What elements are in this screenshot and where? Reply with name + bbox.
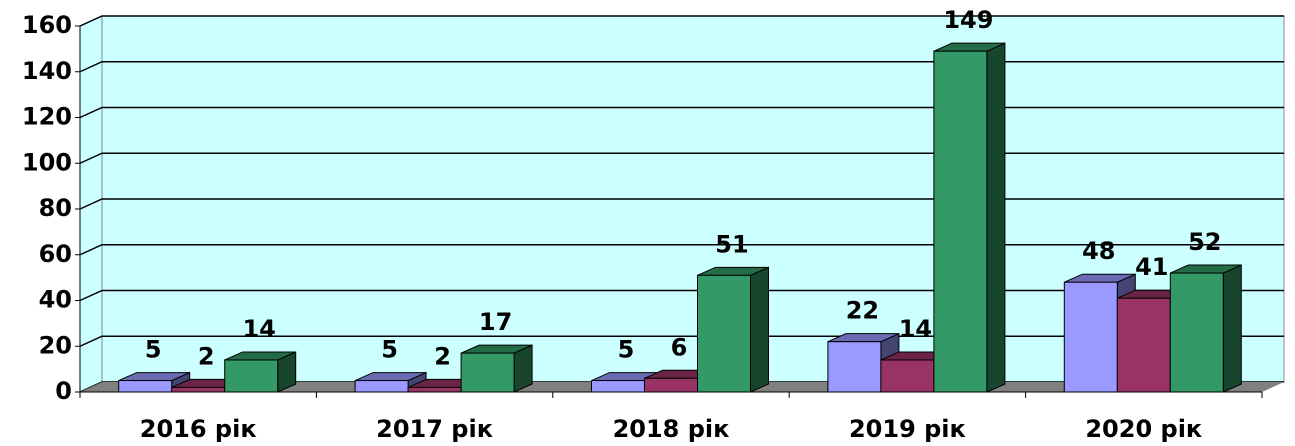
y-tick-label: 140 <box>22 57 72 85</box>
bar-side <box>1222 264 1242 393</box>
x-tick-label: 2019 рік <box>849 415 966 443</box>
bar <box>697 274 751 393</box>
value-label: 6 <box>671 333 688 361</box>
x-tick-label: 2020 рік <box>1085 415 1202 443</box>
bar <box>118 380 173 393</box>
bar <box>407 386 462 393</box>
bar-side <box>986 42 1006 393</box>
value-label: 5 <box>618 336 635 364</box>
y-tick-label: 20 <box>39 331 72 359</box>
value-label: 41 <box>1135 253 1168 281</box>
bar <box>644 377 698 393</box>
x-tick-label: 2018 рік <box>613 415 730 443</box>
y-tick-label: 160 <box>22 11 72 39</box>
grid-line <box>79 61 1284 73</box>
y-tick-label: 100 <box>22 148 72 176</box>
bar <box>1116 297 1171 393</box>
bar <box>224 359 279 393</box>
bar <box>933 50 988 393</box>
value-label: 51 <box>715 230 748 258</box>
y-tick-label: 60 <box>39 240 72 268</box>
x-tick-label: 2017 рік <box>376 415 493 443</box>
x-tick-label: 2016 рік <box>140 415 257 443</box>
value-label: 2 <box>198 342 215 370</box>
grid-line <box>79 244 1284 256</box>
grid-line <box>79 106 1284 119</box>
value-label: 5 <box>381 336 398 364</box>
bar-side <box>750 266 769 393</box>
grid-line <box>79 152 1284 164</box>
value-label: 52 <box>1188 228 1221 256</box>
value-label: 2 <box>434 342 451 370</box>
value-label: 14 <box>242 315 275 343</box>
bar <box>880 359 935 393</box>
bar <box>171 386 226 393</box>
value-label: 22 <box>846 297 879 325</box>
bar <box>591 380 645 393</box>
grid-line <box>79 15 1284 27</box>
bar <box>827 341 882 393</box>
value-label: 48 <box>1082 237 1115 265</box>
y-tick-label: 120 <box>22 103 72 131</box>
value-label: 17 <box>479 308 512 336</box>
value-label: 149 <box>943 6 993 34</box>
y-tick-label: 0 <box>55 377 72 405</box>
grid-line <box>79 289 1284 302</box>
bar <box>1063 281 1118 393</box>
y-tick-label: 40 <box>39 286 72 314</box>
grid-line <box>79 198 1284 210</box>
bar <box>1169 272 1224 393</box>
bar <box>354 380 409 393</box>
value-label: 5 <box>145 336 162 364</box>
y-tick-label: 80 <box>39 194 72 222</box>
value-label: 14 <box>899 315 932 343</box>
bar <box>460 352 515 393</box>
